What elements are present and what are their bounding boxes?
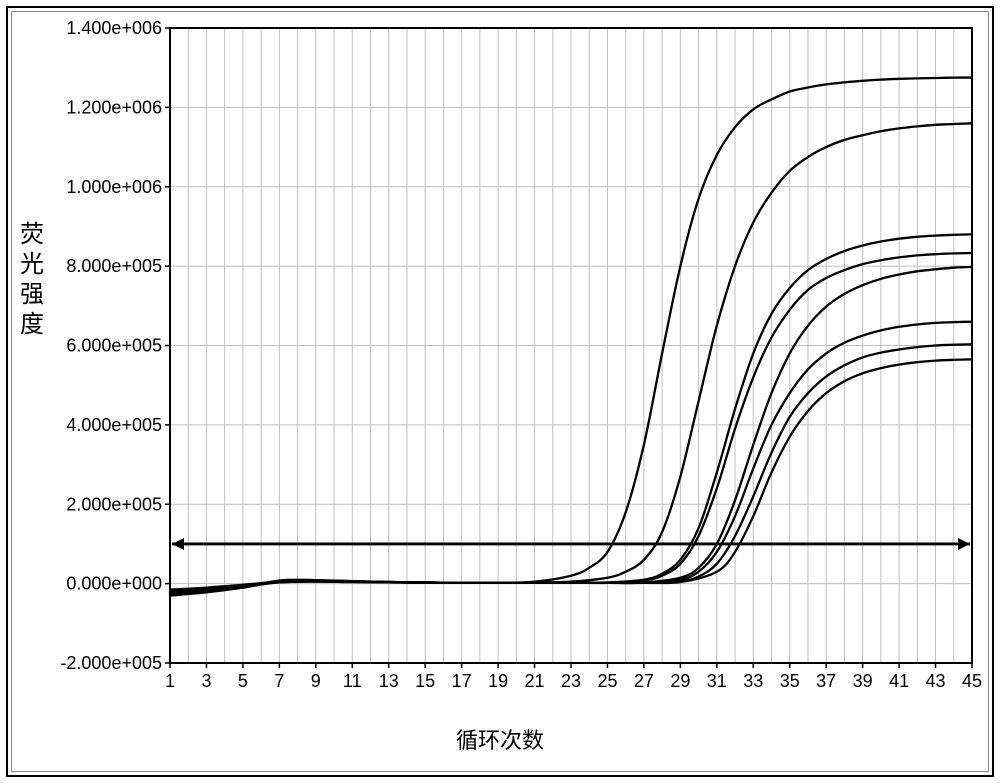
x-tick-label: 35	[780, 671, 800, 691]
x-tick-label: 5	[238, 671, 248, 691]
x-tick-label: 19	[488, 671, 508, 691]
x-tick-label: 7	[274, 671, 284, 691]
plot-svg: -2.000e+005 0.000e+000 2.000e+005 4.000e+00…	[60, 18, 982, 703]
x-tick-label: 15	[415, 671, 435, 691]
plot-area: -2.000e+005 0.000e+000 2.000e+005 4.000e+00…	[60, 18, 982, 703]
y-tick-label: 1.200e+006	[66, 97, 162, 117]
y-tick-label: 1.400e+006	[66, 18, 162, 38]
y-tick-label: 1.000e+006	[66, 177, 162, 197]
x-tick-label: 33	[743, 671, 763, 691]
y-ticks: -2.000e+005 0.000e+000 2.000e+005 4.000e+00…	[60, 18, 170, 673]
x-tick-label: 27	[634, 671, 654, 691]
ylabel-char-4: 度	[20, 311, 44, 338]
x-tick-label: 45	[962, 671, 982, 691]
x-tick-label: 11	[343, 671, 362, 691]
ylabel-char-1: 荧	[20, 221, 44, 248]
x-tick-label: 13	[379, 671, 399, 691]
x-tick-label: 25	[597, 671, 617, 691]
ylabel-char-2: 光	[20, 251, 44, 278]
x-tick-label: 9	[311, 671, 321, 691]
x-axis-label: 循环次数	[0, 723, 1000, 755]
y-tick-label: 2.000e+005	[66, 494, 162, 514]
x-tick-label: 23	[561, 671, 581, 691]
ylabel-char-3: 强	[20, 281, 44, 308]
x-tick-label: 31	[707, 671, 727, 691]
x-tick-label: 39	[853, 671, 873, 691]
chart-figure: 荧 光 强 度 -2.000e+005 0.000e+000 2.000e+005 4…	[0, 0, 1000, 783]
y-tick-label: 0.000e+000	[66, 574, 162, 594]
y-tick-label: 6.000e+005	[66, 336, 162, 356]
y-tick-label: 8.000e+005	[66, 256, 162, 276]
y-tick-label: -2.000e+005	[60, 653, 162, 673]
x-tick-label: 43	[926, 671, 946, 691]
x-tick-label: 21	[525, 671, 545, 691]
y-tick-label: 4.000e+005	[66, 415, 162, 435]
y-axis-label: 荧 光 强 度	[18, 220, 46, 340]
x-tick-label: 1	[165, 671, 175, 691]
x-ticks: 1357911131517192123252729313335373941434…	[165, 663, 982, 691]
x-tick-label: 17	[452, 671, 472, 691]
x-tick-label: 29	[670, 671, 690, 691]
x-tick-label: 41	[889, 671, 909, 691]
x-tick-label: 37	[816, 671, 836, 691]
x-tick-label: 3	[201, 671, 211, 691]
